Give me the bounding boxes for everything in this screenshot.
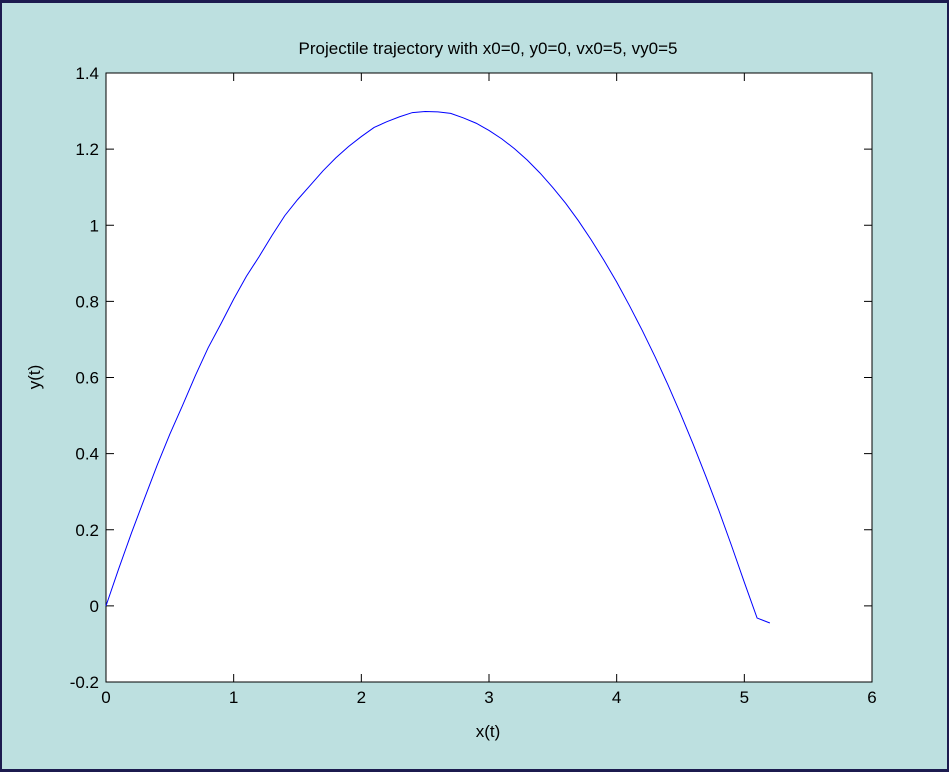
x-axis-label: x(t) (476, 722, 501, 741)
x-tick-label: 6 (867, 688, 876, 707)
x-tick-label: 1 (229, 688, 238, 707)
trajectory-line (105, 110, 771, 624)
figure-window: Projectile trajectory with x0=0, y0=0, v… (2, 3, 947, 769)
plot-area (105, 72, 873, 683)
y-tick-label: 0.8 (75, 292, 99, 311)
trajectory-plot: Projectile trajectory with x0=0, y0=0, v… (25, 39, 877, 741)
y-axis-label: y(t) (25, 365, 44, 390)
y-tick-label: 0.4 (75, 445, 99, 464)
y-tick-label: 1 (90, 216, 99, 235)
x-tick-label: 4 (612, 688, 621, 707)
y-tick-label: 1.2 (75, 140, 99, 159)
x-tick-label: 2 (357, 688, 366, 707)
y-tick-label: 1.4 (75, 64, 99, 83)
y-axis-ticks: -0.2 0 0.2 0.4 0.6 0.8 1 1.2 1.4 (70, 64, 872, 692)
x-axis-ticks: 0 1 2 3 4 5 6 (101, 73, 877, 707)
x-tick-label: 5 (740, 688, 749, 707)
chart-title: Projectile trajectory with x0=0, y0=0, v… (299, 39, 678, 58)
y-tick-label: 0.6 (75, 369, 99, 388)
x-tick-label: 3 (484, 688, 493, 707)
y-tick-label: 0.2 (75, 521, 99, 540)
x-tick-label: 0 (101, 688, 110, 707)
y-tick-label: 0 (90, 597, 99, 616)
y-tick-label: -0.2 (70, 673, 99, 692)
